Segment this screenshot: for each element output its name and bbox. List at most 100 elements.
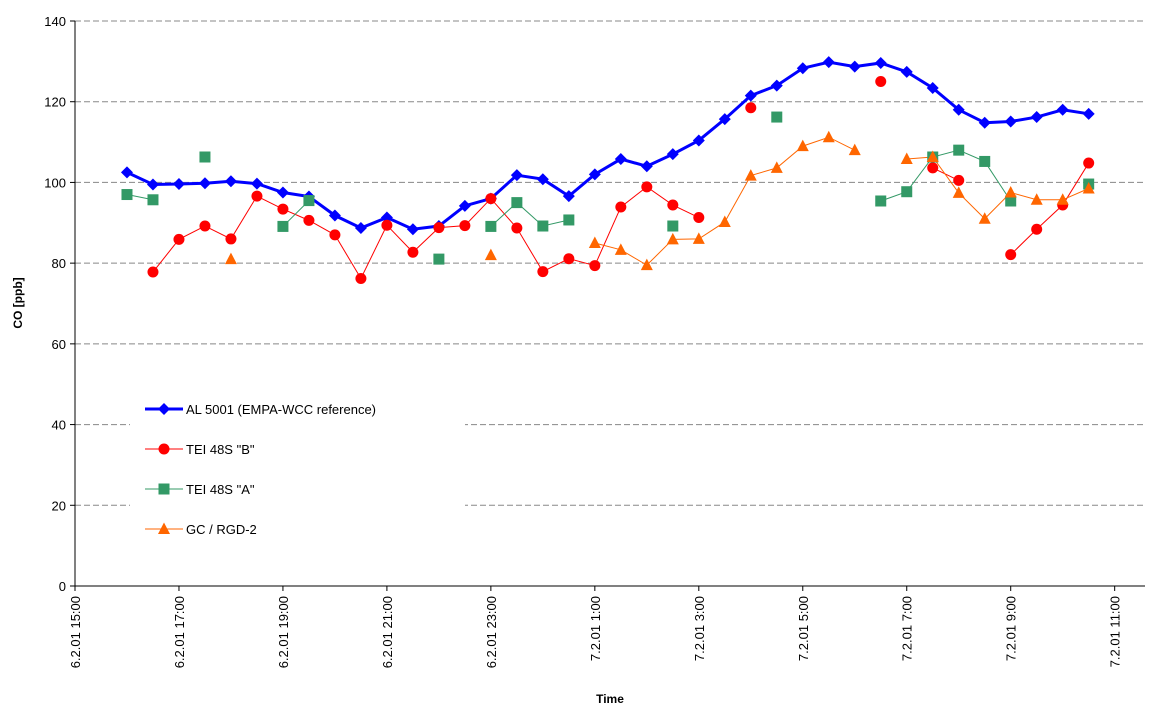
marker	[875, 76, 887, 88]
marker	[926, 150, 939, 163]
marker	[510, 169, 523, 182]
marker	[796, 139, 809, 152]
marker	[433, 222, 445, 234]
marker	[484, 248, 497, 261]
y-tick-label: 140	[44, 14, 66, 29]
marker	[329, 229, 341, 241]
marker	[511, 197, 523, 209]
x-tick-label: 6.2.01 21:00	[380, 596, 395, 668]
marker	[511, 222, 523, 234]
y-tick-label: 20	[52, 498, 66, 513]
marker	[303, 214, 315, 226]
series-line	[152, 162, 1090, 280]
marker	[901, 186, 913, 198]
marker	[173, 233, 185, 245]
marker	[225, 233, 237, 245]
x-tick-label: 6.2.01 23:00	[484, 596, 499, 668]
marker	[250, 177, 263, 190]
x-tick-label: 7.2.01 5:00	[796, 596, 811, 661]
marker	[693, 212, 705, 224]
marker	[1056, 103, 1069, 116]
marker	[277, 220, 289, 232]
marker	[979, 155, 991, 167]
marker	[381, 219, 393, 231]
marker	[692, 232, 705, 244]
marker	[251, 190, 263, 202]
marker	[563, 214, 575, 226]
x-tick-label: 7.2.01 9:00	[1004, 596, 1019, 661]
marker	[224, 175, 237, 188]
marker	[588, 236, 601, 248]
marker	[354, 222, 367, 235]
y-axis-label: CO [ppb]	[11, 277, 25, 328]
marker	[770, 161, 783, 173]
marker	[718, 215, 731, 227]
marker	[355, 272, 367, 284]
marker	[692, 134, 705, 147]
marker	[1082, 181, 1095, 194]
marker	[771, 111, 783, 123]
y-tick-label: 60	[52, 337, 66, 352]
x-tick-label: 6.2.01 19:00	[276, 596, 291, 668]
marker	[172, 178, 185, 191]
marker	[407, 246, 419, 258]
marker	[158, 483, 170, 495]
marker	[718, 113, 731, 126]
marker	[926, 81, 939, 94]
marker	[641, 181, 653, 193]
marker	[199, 220, 211, 232]
x-tick-label: 6.2.01 15:00	[68, 596, 83, 668]
marker	[537, 220, 549, 232]
marker	[667, 220, 679, 232]
x-axis-label: Time	[596, 692, 624, 706]
marker	[1005, 249, 1017, 261]
marker	[198, 177, 211, 190]
marker	[158, 522, 170, 534]
marker	[978, 212, 991, 224]
marker	[1083, 157, 1095, 169]
y-tick-label: 40	[52, 418, 66, 433]
marker	[927, 162, 939, 174]
legend-label: TEI 48S "B"	[186, 442, 255, 457]
marker	[459, 220, 471, 232]
marker	[770, 79, 783, 92]
marker	[614, 153, 627, 166]
marker	[1005, 195, 1017, 207]
marker	[875, 195, 887, 207]
marker	[1030, 111, 1043, 124]
marker	[615, 201, 627, 213]
marker	[953, 144, 965, 156]
marker	[900, 65, 913, 78]
y-tick-label: 120	[44, 95, 66, 110]
x-tick-label: 6.2.01 17:00	[172, 596, 187, 668]
marker	[536, 173, 549, 186]
marker	[158, 443, 170, 455]
marker	[537, 266, 549, 278]
marker	[796, 62, 809, 75]
marker	[822, 56, 835, 69]
marker	[744, 169, 757, 181]
marker	[1031, 223, 1043, 235]
marker	[158, 403, 170, 415]
marker	[1082, 107, 1095, 120]
legend-label: AL 5001 (EMPA-WCC reference)	[186, 402, 376, 417]
marker	[277, 203, 289, 215]
marker	[433, 253, 445, 265]
y-tick-label: 0	[59, 579, 66, 594]
marker	[848, 60, 861, 73]
marker	[485, 193, 497, 205]
marker	[952, 186, 965, 198]
legend: AL 5001 (EMPA-WCC reference) TEI 48S "B" T…	[130, 388, 465, 560]
marker	[303, 195, 315, 207]
marker	[380, 211, 393, 224]
x-tick-label: 7.2.01 3:00	[692, 596, 707, 661]
marker	[146, 178, 159, 191]
marker	[614, 243, 627, 255]
x-tick-label: 7.2.01 11:00	[1108, 596, 1123, 667]
marker	[978, 116, 991, 129]
marker	[666, 232, 679, 245]
marker	[485, 220, 497, 232]
x-tick-label: 7.2.01 7:00	[900, 596, 915, 661]
y-tick-label: 100	[44, 175, 66, 190]
